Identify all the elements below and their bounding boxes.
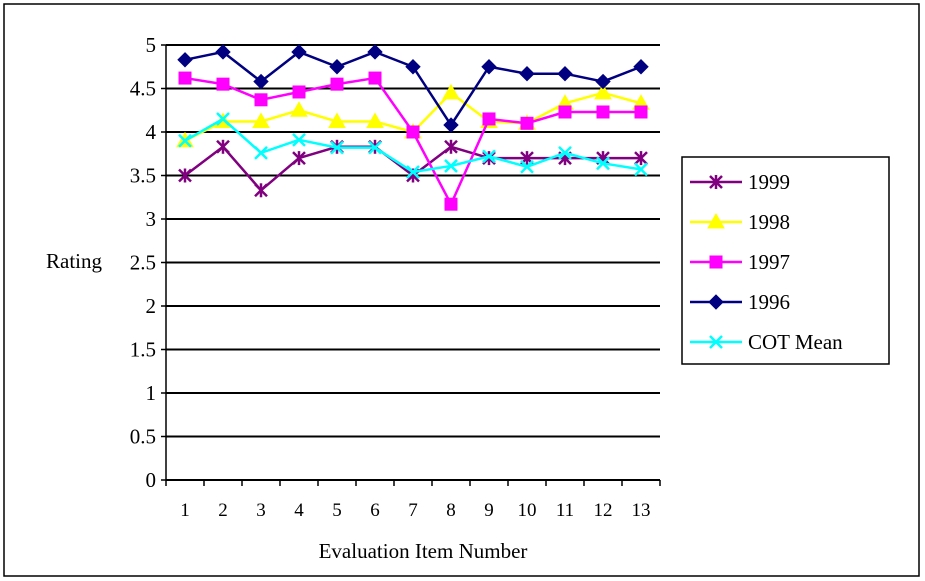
data-point-cot-mean	[292, 132, 306, 147]
y-tick-label: 2	[146, 294, 157, 318]
legend-label: 1998	[748, 210, 790, 234]
y-tick-label: 2.5	[130, 251, 156, 275]
data-point-cot-mean	[596, 156, 610, 171]
data-point-1998	[442, 83, 460, 100]
legend-item-1996: 1996	[690, 290, 790, 314]
data-point-1996	[215, 44, 231, 60]
data-point-cot-mean	[558, 145, 572, 160]
legend-marker	[709, 255, 723, 269]
data-point-1997	[254, 93, 268, 107]
x-tick-label: 5	[332, 500, 342, 521]
data-point-1996	[177, 52, 193, 68]
tick-labels: 00.511.522.533.544.551 2 3 4 5 6 7 8 9 10 11 12 13	[130, 33, 651, 521]
data-point-1997	[558, 105, 572, 119]
data-point-1996	[253, 73, 269, 90]
data-point-1997	[444, 197, 458, 211]
legend-item-cot-mean: COT Mean	[690, 330, 843, 354]
data-point-cot-mean	[444, 159, 458, 173]
legend-marker	[708, 294, 724, 310]
y-tick-label: 3.5	[130, 164, 156, 188]
legend: 1999 1998 1997 1996 COT Mean	[681, 156, 890, 365]
x-tick-label: 4	[294, 500, 304, 521]
x-tick-label: 13	[632, 500, 651, 521]
data-point-1996	[405, 59, 421, 75]
data-point-1998	[328, 112, 346, 129]
data-point-1997	[520, 116, 534, 130]
y-tick-label: 0	[146, 468, 157, 492]
data-point-cot-mean	[482, 149, 496, 164]
data-point-1996	[633, 59, 649, 75]
legend-label: 1999	[748, 170, 790, 194]
data-point-1998	[594, 83, 612, 100]
data-point-1997	[292, 85, 306, 99]
y-axis-title: Rating	[46, 249, 102, 273]
x-tick-label: 11	[556, 500, 574, 521]
legend-marker	[707, 212, 725, 229]
data-point-1997	[178, 71, 192, 85]
data-point-1999	[216, 139, 230, 154]
legend-item-1997: 1997	[690, 250, 790, 274]
data-point-1999	[178, 168, 192, 183]
legend-marker	[709, 335, 723, 349]
data-point-1998	[252, 112, 270, 129]
x-tick-label: 10	[518, 500, 537, 521]
data-point-cot-mean	[330, 140, 344, 155]
series-lines	[176, 44, 650, 211]
x-tick-label: 2	[218, 500, 228, 521]
x-tick-label: 1	[180, 500, 190, 521]
data-point-1996	[443, 117, 459, 133]
data-point-1996	[595, 73, 611, 90]
data-point-1999	[444, 139, 458, 154]
y-tick-label: 1.5	[130, 338, 156, 362]
y-tick-label: 1	[146, 381, 157, 405]
data-point-cot-mean	[634, 162, 648, 177]
data-point-cot-mean	[368, 140, 382, 155]
data-point-cot-mean	[178, 133, 192, 148]
data-point-1997	[596, 105, 610, 119]
y-tick-label: 4	[146, 120, 157, 144]
data-point-1997	[368, 71, 382, 85]
data-point-1996	[291, 44, 307, 60]
legend-item-1999: 1999	[690, 170, 790, 194]
axes	[161, 44, 661, 486]
legend-label: 1997	[748, 250, 790, 274]
data-point-1997	[330, 77, 344, 91]
x-tick-label: 8	[446, 500, 456, 521]
data-point-1997	[406, 125, 420, 139]
x-tick-label: 12	[594, 500, 613, 521]
data-point-1996	[329, 59, 345, 75]
data-point-1996	[557, 66, 573, 82]
x-tick-label: 9	[484, 500, 494, 521]
x-tick-label: 7	[408, 500, 418, 521]
y-tick-label: 4.5	[130, 77, 156, 101]
data-point-1999	[292, 151, 306, 166]
data-point-1996	[519, 66, 535, 82]
data-point-cot-mean	[406, 165, 420, 179]
data-point-cot-mean	[216, 112, 230, 126]
legend-marker	[709, 175, 723, 189]
y-tick-label: 5	[146, 33, 157, 57]
data-point-1997	[634, 105, 648, 119]
y-tick-label: 0.5	[130, 425, 156, 449]
data-point-1998	[290, 101, 308, 117]
data-point-1999	[254, 183, 268, 198]
data-point-1997	[216, 77, 230, 91]
x-tick-label: 6	[370, 500, 380, 521]
legend-label: COT Mean	[748, 330, 843, 354]
y-tick-label: 3	[146, 207, 157, 231]
x-axis-title: Evaluation Item Number	[319, 539, 528, 563]
data-point-cot-mean	[254, 145, 268, 160]
legend-label: 1996	[748, 290, 790, 314]
legend-item-1998: 1998	[690, 210, 790, 234]
data-point-1997	[482, 112, 496, 126]
data-point-1996	[481, 59, 497, 75]
data-point-cot-mean	[520, 159, 534, 174]
data-point-1999	[634, 151, 648, 166]
x-tick-label: 3	[256, 500, 266, 521]
data-point-1996	[367, 44, 383, 60]
data-point-1998	[366, 112, 384, 129]
